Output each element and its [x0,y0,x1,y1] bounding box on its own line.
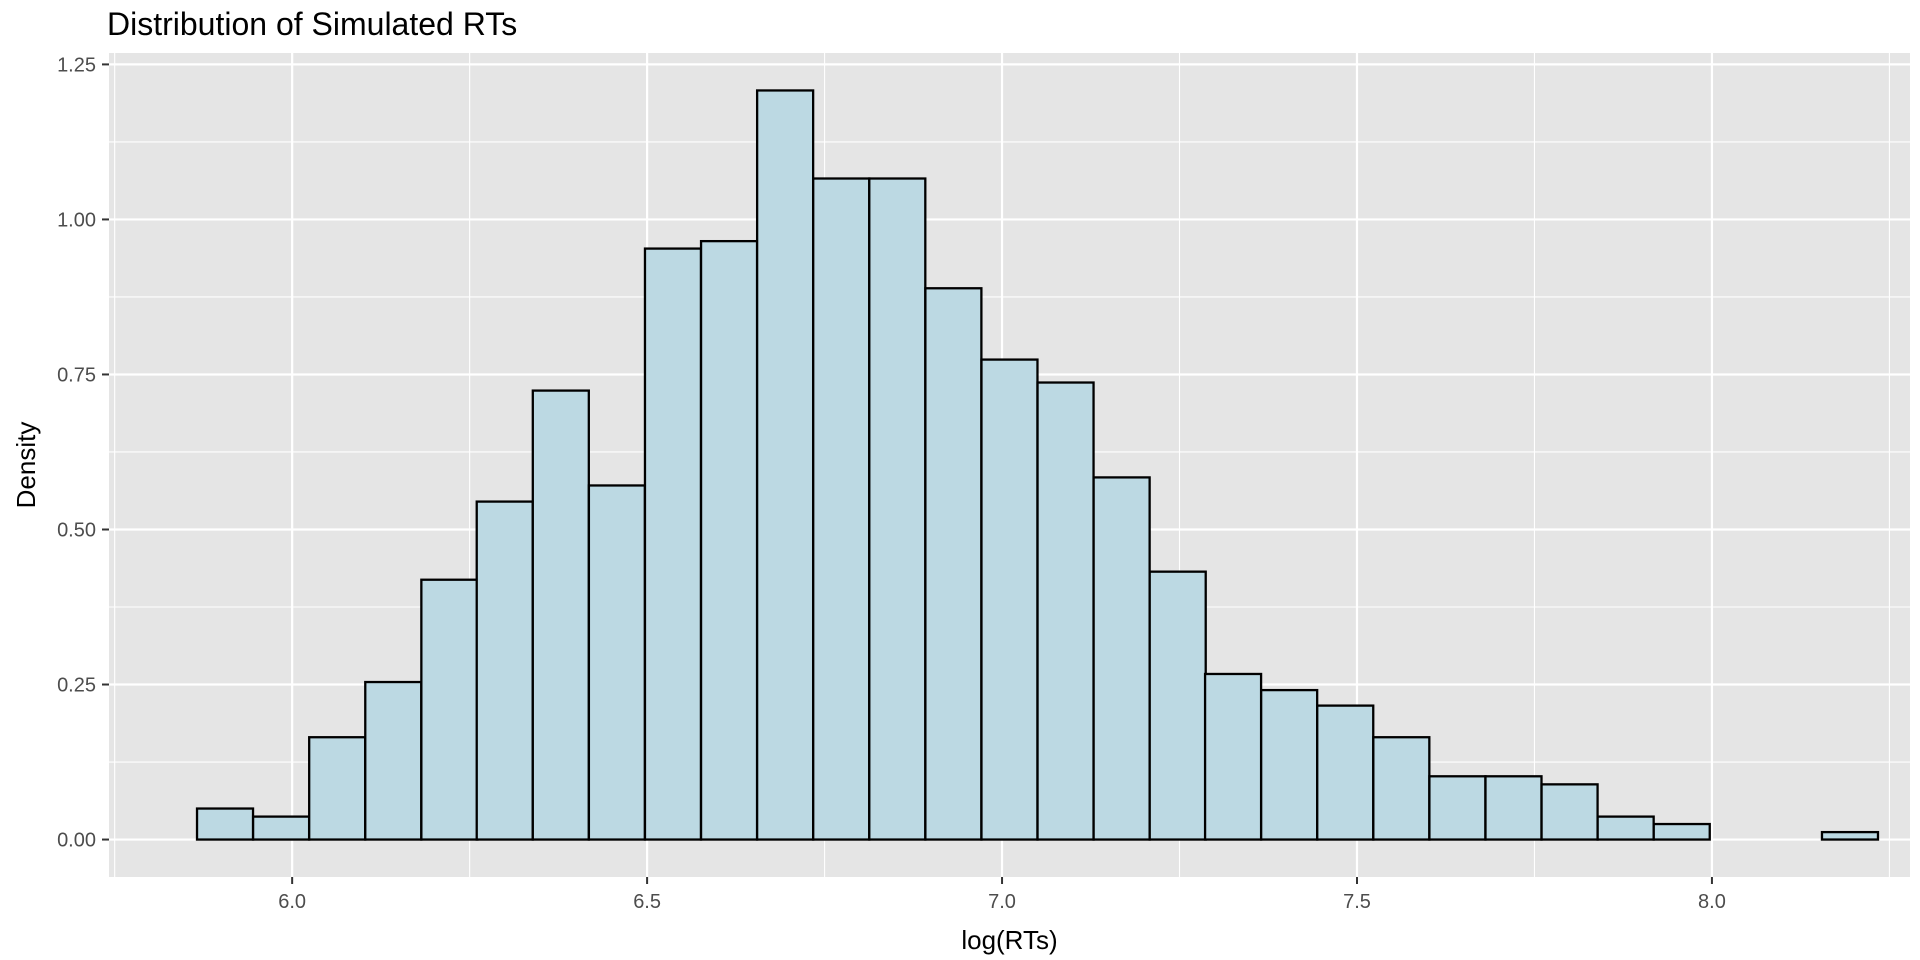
histogram-bar-15 [980,358,1039,841]
histogram-bar-14 [924,287,983,841]
x-tick-label: 6.5 [633,891,661,913]
histogram-bar-8 [587,484,647,841]
histogram-bar-4 [364,680,423,841]
histogram-bar-9 [643,247,703,841]
histogram-bar-13 [868,177,927,841]
y-axis-title: Density [11,422,41,509]
histogram-bar-7 [531,389,590,841]
histogram-bar-2 [251,815,311,841]
y-tick-label: 0.50 [57,519,96,541]
histogram-bar-21 [1316,704,1375,841]
histogram-bar-5 [420,578,479,841]
histogram-bar-27 [1652,822,1711,841]
x-tick-label: 7.5 [1343,891,1371,913]
histogram-bar-3 [308,736,367,841]
histogram-bar-26 [1596,815,1655,841]
histogram-bar-25 [1540,783,1599,841]
histogram-bar-24 [1484,775,1543,841]
y-tick-label: 1.25 [57,54,96,76]
y-tick-label: 0.25 [57,675,96,697]
histogram-bar-11 [755,89,815,841]
x-tick-label: 8.0 [1698,891,1726,913]
y-tick-label: 1.00 [57,209,96,231]
y-tick-label: 0.00 [57,830,96,852]
x-tick-label: 7.0 [988,891,1016,913]
histogram-bar-1 [195,807,255,841]
histogram-bar-30 [1820,830,1880,841]
chart-title: Distribution of Simulated RTs [107,6,518,42]
histogram-bar-12 [812,177,871,841]
x-axis-title: log(RTs) [961,925,1057,955]
histogram-bar-22 [1372,736,1431,841]
histogram-bar-17 [1092,476,1151,841]
x-tick-label: 6.0 [278,891,306,913]
histogram-bar-6 [475,500,534,841]
histogram-bar-19 [1203,672,1263,841]
y-tick-label: 0.75 [57,364,96,386]
histogram-bar-16 [1036,381,1095,841]
histogram-bar-18 [1148,570,1207,841]
histogram-bar-20 [1260,688,1319,841]
histogram-bar-23 [1428,775,1487,841]
histogram-bar-10 [699,239,759,841]
